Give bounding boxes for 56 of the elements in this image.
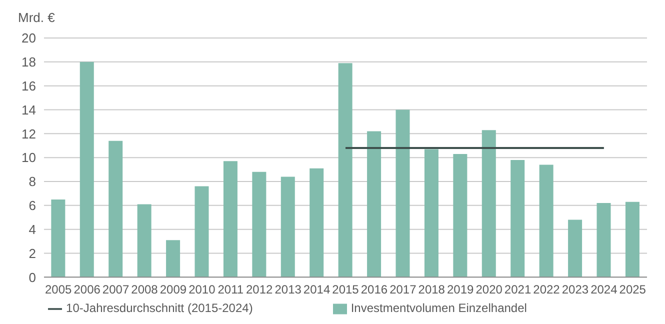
bar bbox=[310, 168, 324, 278]
bar bbox=[424, 149, 438, 278]
y-tick-label: 6 bbox=[28, 198, 36, 214]
y-tick-label: 0 bbox=[28, 270, 36, 285]
legend-label: Investmentvolumen Einzelhandel bbox=[350, 301, 527, 316]
bar bbox=[108, 140, 123, 278]
y-tick-label: 14 bbox=[22, 102, 36, 118]
x-tick-label: 2019 bbox=[447, 282, 474, 297]
bar bbox=[482, 130, 496, 278]
bar bbox=[280, 176, 295, 278]
bar bbox=[539, 164, 554, 278]
x-tick-label: 2007 bbox=[102, 282, 130, 297]
x-tick-label: 2023 bbox=[562, 282, 589, 297]
bar bbox=[51, 199, 66, 278]
x-tick-label: 2013 bbox=[274, 282, 302, 297]
x-tick-label: 2017 bbox=[390, 282, 417, 297]
x-tick-label: 2022 bbox=[533, 282, 560, 297]
x-tick-label: 2005 bbox=[45, 282, 72, 297]
x-tick-label: 2011 bbox=[218, 282, 244, 297]
x-tick-label: 2012 bbox=[246, 282, 274, 297]
bar bbox=[396, 110, 410, 278]
y-tick-label: 18 bbox=[22, 54, 36, 70]
y-axis-title: Mrd. € bbox=[18, 10, 55, 25]
x-tick-label: 2024 bbox=[590, 282, 618, 297]
y-tick-label: 2 bbox=[28, 246, 36, 261]
bar bbox=[338, 63, 352, 278]
y-tick-label: 16 bbox=[22, 78, 36, 94]
x-tick-label: 2021 bbox=[504, 282, 532, 297]
bar bbox=[137, 204, 152, 278]
x-tick-label: 2016 bbox=[360, 282, 388, 297]
x-tick-label: 2018 bbox=[418, 282, 446, 297]
bar bbox=[252, 172, 266, 278]
bar bbox=[510, 160, 525, 278]
x-tick-label: 2025 bbox=[619, 282, 646, 297]
legend-label: 10-Jahresdurchschnitt (2015-2024) bbox=[66, 301, 253, 316]
bar bbox=[223, 161, 238, 278]
x-tick-label: 2010 bbox=[188, 282, 216, 297]
y-tick-label: 20 bbox=[22, 30, 36, 46]
y-tick-label: 12 bbox=[22, 126, 36, 142]
bar bbox=[166, 240, 180, 278]
bar bbox=[625, 202, 640, 278]
y-tick-label: 8 bbox=[28, 174, 36, 190]
bar bbox=[596, 203, 611, 278]
x-tick-label: 2006 bbox=[74, 282, 101, 297]
x-tick-label: 2015 bbox=[332, 282, 360, 297]
bar bbox=[194, 186, 209, 278]
x-tick-label: 2009 bbox=[160, 282, 187, 297]
x-tick-label: 2014 bbox=[303, 282, 330, 297]
bar bbox=[80, 62, 94, 278]
x-tick-label: 2020 bbox=[476, 282, 503, 297]
y-tick-label: 4 bbox=[28, 222, 36, 237]
y-tick-label: 10 bbox=[22, 150, 36, 166]
bar bbox=[568, 220, 582, 278]
bar bbox=[453, 154, 468, 278]
bar bbox=[367, 131, 382, 278]
x-tick-label: 2008 bbox=[131, 282, 158, 297]
